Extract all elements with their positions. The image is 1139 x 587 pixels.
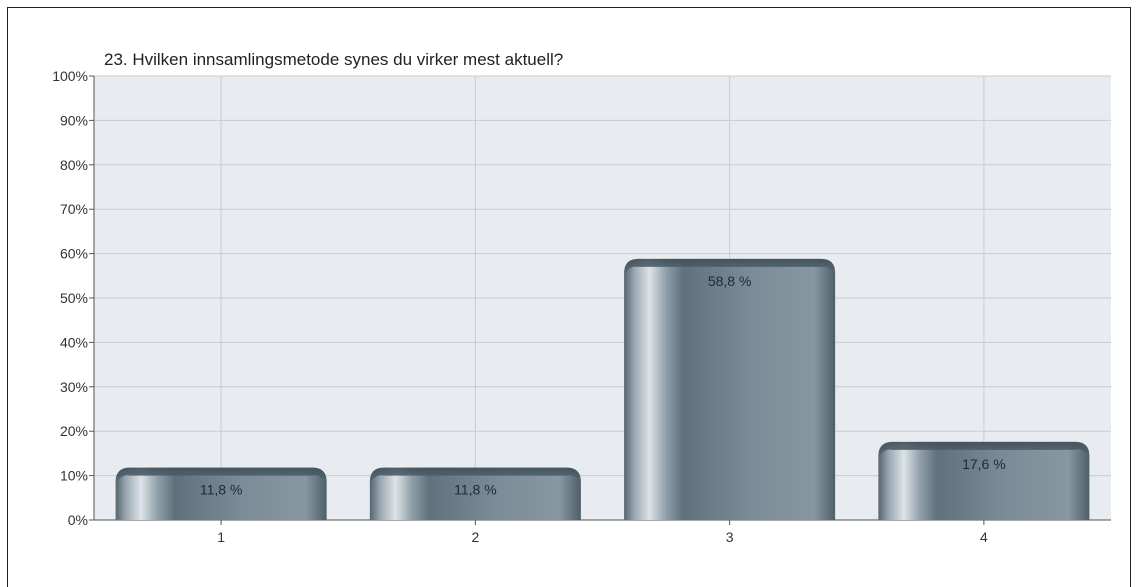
bar-body (878, 441, 1090, 520)
y-tick-label: 50% (60, 290, 88, 306)
x-tick-label: 3 (726, 529, 734, 545)
bar-cap (878, 441, 1090, 458)
bar (115, 467, 327, 520)
data-label: 11,8 % (200, 482, 243, 498)
bar-cap (624, 258, 836, 275)
x-tick-label: 4 (980, 529, 988, 545)
y-tick-label: 0% (68, 512, 88, 528)
y-tick-label: 40% (60, 334, 88, 350)
bar (878, 441, 1090, 520)
y-tick-label: 10% (60, 468, 88, 484)
y-tick-label: 60% (60, 246, 88, 262)
x-tick-label: 2 (471, 529, 479, 545)
y-tick-label: 100% (52, 68, 88, 84)
bar-cap (369, 467, 581, 484)
bar-body (115, 467, 327, 520)
data-label: 11,8 % (454, 482, 497, 498)
y-tick-label: 90% (60, 112, 88, 128)
data-label: 58,8 % (708, 273, 752, 289)
y-tick-label: 80% (60, 157, 88, 173)
bar-body (369, 467, 581, 520)
bar-cap (115, 467, 327, 484)
bar (624, 258, 836, 520)
y-tick-label: 70% (60, 201, 88, 217)
x-tick-label: 1 (217, 529, 225, 545)
chart-title: 23. Hvilken innsamlingsmetode synes du v… (104, 50, 563, 69)
bar-body (624, 258, 836, 520)
y-tick-label: 30% (60, 379, 88, 395)
bar (369, 467, 581, 520)
y-tick-label: 20% (60, 423, 88, 439)
data-label: 17,6 % (962, 456, 1006, 472)
bar-chart: 0% 10% 20% 30% 40% 50% 60% 70% 80% 90% 100% 1 2 3 4 11… (52, 50, 1111, 545)
